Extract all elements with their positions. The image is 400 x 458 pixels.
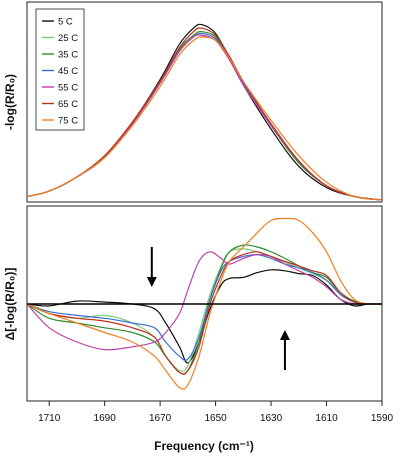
bottom-series-group <box>26 217 383 390</box>
top-panel-frame <box>26 1 383 203</box>
legend-label-55c: 55 C <box>58 83 78 94</box>
bottom-y-axis-title: Δ[-log(R/R₀)] <box>3 268 17 341</box>
legend-label-75c: 75 C <box>58 116 78 127</box>
x-tick-label-1650: 1650 <box>204 413 227 424</box>
x-axis-ticks: 1710 1690 1670 1650 1630 1610 1590 <box>38 401 394 424</box>
x-tick-label-1610: 1610 <box>315 413 338 424</box>
arrow-up <box>279 330 290 370</box>
x-tick-label-1690: 1690 <box>94 413 117 424</box>
bottom-series-75c <box>26 217 383 390</box>
x-axis-title: Frequency (cm⁻¹) <box>154 439 254 453</box>
top-series-65c <box>26 27 383 201</box>
bottom-series-65c <box>26 251 383 375</box>
x-tick-label-1590: 1590 <box>371 413 394 424</box>
bottom-series-55c <box>26 251 382 351</box>
bottom-series-45c <box>26 253 383 362</box>
bottom-series-35c <box>26 244 383 375</box>
legend-label-5c: 5 C <box>58 17 73 28</box>
bottom-series-25c <box>26 248 383 372</box>
legend-box <box>35 8 85 131</box>
top-series-75c <box>26 36 383 201</box>
x-tick-label-1710: 1710 <box>38 413 61 424</box>
arrow-down <box>146 247 157 287</box>
legend-label-35c: 35 C <box>58 50 78 61</box>
legend-label-25c: 25 C <box>58 33 78 44</box>
top-y-axis-title: -log(R/R₀) <box>3 74 17 130</box>
legend: 5 C 25 C 35 C 45 C 55 C 65 C 75 C <box>35 8 85 131</box>
legend-label-65c: 65 C <box>58 99 78 110</box>
annotation-arrows <box>146 247 290 370</box>
legend-label-45c: 45 C <box>58 66 78 77</box>
x-tick-label-1630: 1630 <box>260 413 283 424</box>
top-series-group <box>26 23 383 201</box>
x-tick-label-1670: 1670 <box>149 413 172 424</box>
